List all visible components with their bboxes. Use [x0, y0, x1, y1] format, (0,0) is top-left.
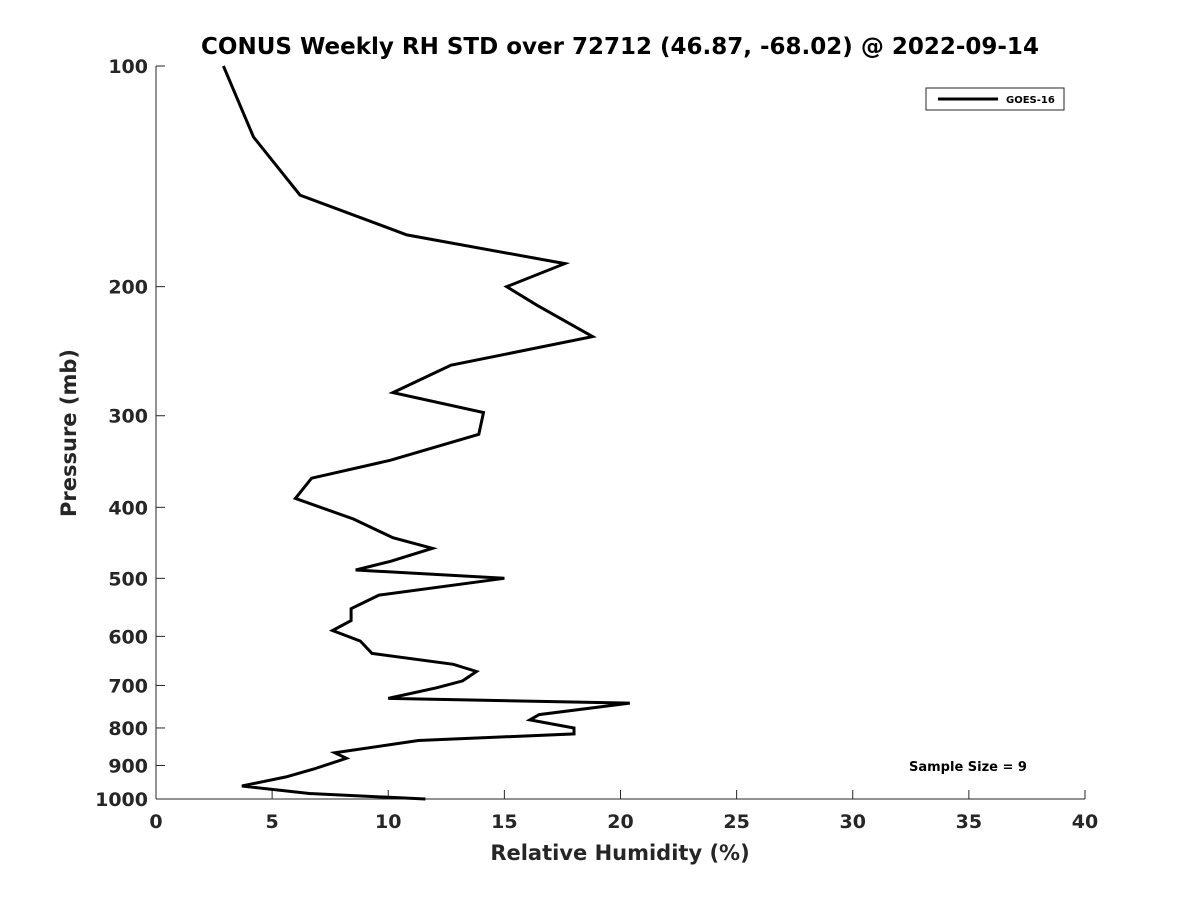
x-tick-label: 15: [491, 811, 517, 833]
series-layer: [222, 65, 630, 801]
plot-axes: [155, 66, 1085, 800]
x-tick-label: 25: [723, 811, 749, 833]
x-tick-label: 20: [607, 811, 633, 833]
y-tick-label: 100: [108, 56, 148, 78]
x-axis-ticks: 0 5 10 15 20 25 30 35 40: [149, 790, 1098, 833]
y-tick-label: 400: [108, 497, 148, 519]
legend-label-goes-16: GOES-16: [1006, 95, 1055, 106]
y-tick-label: 900: [108, 755, 148, 777]
y-tick-label: 700: [108, 675, 148, 697]
y-tick-label: 1000: [95, 789, 148, 811]
x-tick-label: 5: [266, 811, 279, 833]
y-tick-label: 800: [108, 718, 148, 740]
legend: GOES-16: [925, 87, 1065, 111]
y-tick-label: 200: [108, 277, 148, 299]
x-tick-label: 35: [956, 811, 982, 833]
x-tick-label: 40: [1072, 811, 1098, 833]
x-tick-label: 0: [149, 811, 162, 833]
sample-size-annotation: Sample Size = 9: [909, 760, 1027, 775]
y-axis-ticks: 100 200 300 400 500 600 700 800 900 1000: [95, 56, 165, 811]
x-tick-label: 10: [375, 811, 401, 833]
x-axis-label: Relative Humidity (%): [490, 841, 749, 865]
y-axis-label: Pressure (mb): [57, 349, 81, 517]
chart-title: CONUS Weekly RH STD over 72712 (46.87, -…: [201, 34, 1039, 60]
x-tick-label: 30: [840, 811, 866, 833]
y-tick-label: 300: [108, 406, 148, 428]
series-line-goes-16: [222, 65, 630, 801]
y-tick-label: 600: [108, 626, 148, 648]
y-tick-label: 500: [108, 568, 148, 590]
